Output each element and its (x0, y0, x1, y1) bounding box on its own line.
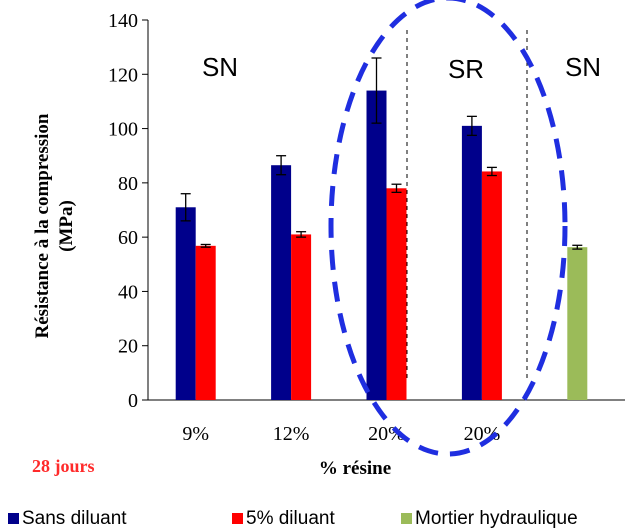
y-axis-label-line1: Résistance à la compression (32, 113, 53, 338)
bar (175, 207, 196, 400)
y-tick-label: 100 (108, 119, 138, 141)
zone-label-sn-right: SN (565, 52, 601, 82)
bars (175, 57, 588, 401)
bar (567, 247, 588, 400)
annotation-28-jours: 28 jours (32, 456, 95, 476)
y-tick-label: 0 (128, 390, 138, 412)
y-tick-label: 40 (118, 281, 138, 303)
zone-label-sr: SR (448, 54, 484, 84)
bar (366, 90, 387, 401)
x-axis-label: % résine (319, 458, 391, 479)
legend-swatch-sans-diluant (8, 513, 19, 524)
overlay (328, 0, 568, 457)
bar (271, 165, 292, 400)
legend-label-mortier-hydraulique: Mortier hydraulique (415, 508, 578, 529)
y-tick-label: 120 (108, 64, 138, 86)
y-axis-label-line2: (MPa) (56, 200, 77, 252)
bar (461, 125, 482, 400)
zone-label-sn-left: SN (202, 52, 238, 82)
bar (386, 188, 407, 400)
y-tick-label: 60 (118, 227, 138, 249)
y-tick-label: 20 (118, 336, 138, 358)
x-tick-label: 12% (273, 423, 310, 445)
legend: Sans diluant 5% diluant Mortier hydrauli… (8, 508, 578, 529)
legend-label-5pct-diluant: 5% diluant (246, 508, 335, 529)
bar (481, 171, 502, 400)
legend-swatch-5pct-diluant (232, 513, 243, 524)
legend-swatch-mortier-hydraulique (401, 513, 412, 524)
bar (291, 234, 312, 400)
highlight-ellipse (328, 0, 568, 457)
legend-label-sans-diluant: Sans diluant (22, 508, 127, 529)
y-tick-label: 80 (118, 173, 138, 195)
bar (195, 245, 216, 400)
y-tick-label: 140 (108, 10, 138, 32)
x-tick-label: 9% (182, 423, 209, 445)
